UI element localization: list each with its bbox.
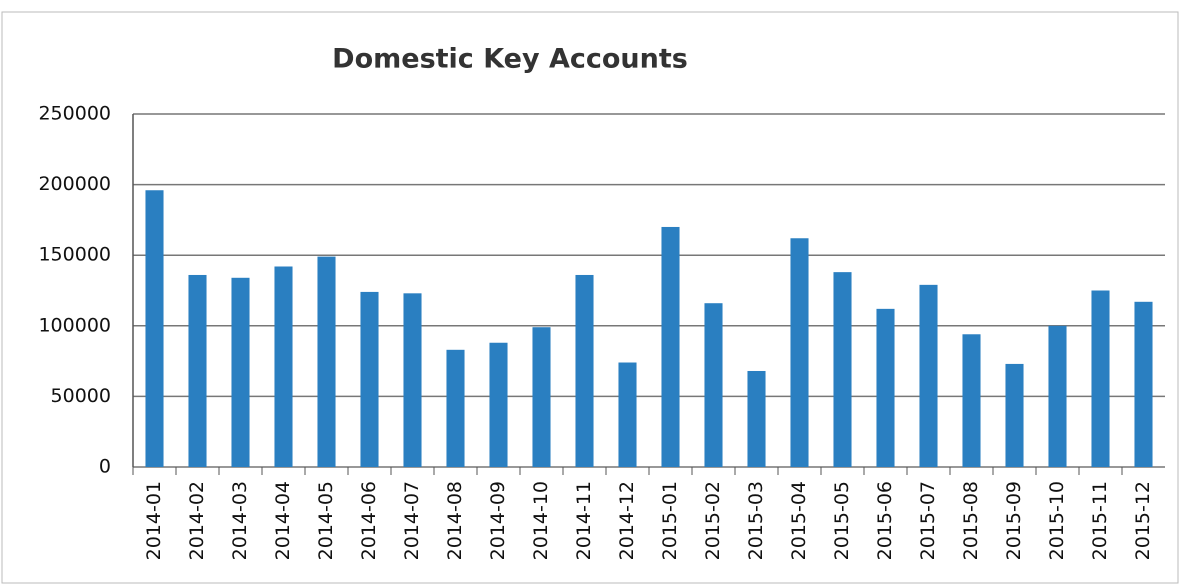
x-tick-label: 2015-01 (659, 481, 681, 560)
bar (360, 291, 379, 467)
x-tick-label: 2014-02 (186, 481, 208, 560)
bar (274, 266, 293, 467)
x-tick-label: 2015-08 (960, 481, 982, 560)
y-tick-label: 250000 (38, 103, 111, 125)
x-tick-label: 2014-08 (444, 481, 466, 560)
bar (1048, 325, 1067, 467)
x-tick-label: 2014-07 (401, 481, 423, 560)
x-tick-label: 2014-11 (573, 481, 595, 560)
x-tick-label: 2015-02 (702, 481, 724, 560)
x-tick-label: 2014-09 (487, 481, 509, 560)
bar (962, 334, 981, 467)
bar (145, 190, 164, 468)
bar (790, 238, 809, 467)
x-tick-label: 2014-04 (272, 481, 294, 560)
bar (231, 277, 250, 467)
x-tick-label: 2014-05 (315, 481, 337, 560)
bar (747, 370, 766, 467)
x-tick-label: 2015-05 (831, 481, 853, 560)
y-tick-label: 100000 (38, 314, 111, 336)
bar (661, 226, 680, 467)
x-tick-label: 2014-10 (530, 481, 552, 560)
x-tick-label: 2015-04 (788, 481, 810, 560)
bar (317, 256, 336, 467)
y-tick-label: 150000 (38, 244, 111, 266)
x-tick-label: 2015-11 (1089, 481, 1111, 560)
bar (188, 274, 207, 467)
x-tick-label: 2014-06 (358, 481, 380, 560)
x-tick-label: 2014-12 (616, 481, 638, 560)
bar (833, 272, 852, 467)
x-tick-label: 2015-09 (1003, 481, 1025, 560)
bar (704, 303, 723, 467)
x-tick-label: 2014-03 (229, 481, 251, 560)
bar (403, 293, 422, 467)
bar (489, 342, 508, 467)
x-tick-label: 2015-06 (874, 481, 896, 560)
y-tick-label: 200000 (38, 173, 111, 195)
x-tick-label: 2014-01 (143, 481, 165, 560)
bar (919, 284, 938, 467)
bar (532, 327, 551, 467)
x-tick-label: 2015-07 (917, 481, 939, 560)
x-tick-label: 2015-12 (1132, 481, 1154, 560)
bar (876, 308, 895, 467)
bar (618, 362, 637, 467)
x-tick-label: 2015-03 (745, 481, 767, 560)
bar (446, 349, 465, 467)
bar (1091, 290, 1110, 467)
bar (575, 274, 594, 467)
y-tick-label: 50000 (51, 385, 111, 407)
x-tick-label: 2015-10 (1046, 481, 1068, 560)
bar (1134, 301, 1153, 467)
bar (1005, 363, 1024, 467)
y-tick-label: 0 (99, 456, 111, 478)
chart-title: Domestic Key Accounts (332, 44, 688, 75)
